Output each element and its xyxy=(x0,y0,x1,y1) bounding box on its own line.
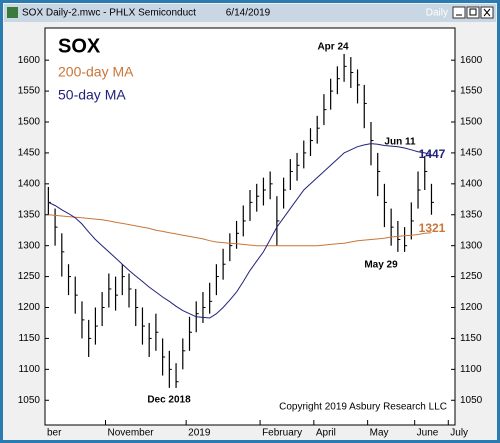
maximize-button[interactable] xyxy=(466,6,480,19)
window-title: SOX Daily-2.mwc - PHLX Semiconduct xyxy=(22,8,196,19)
y-tick-label-right: 1400 xyxy=(460,178,483,189)
y-tick-label-right: 1500 xyxy=(460,117,483,128)
y-tick-label-right: 1550 xyxy=(460,86,483,97)
annotation: 1321 xyxy=(419,221,446,235)
y-tick-label-right: 1600 xyxy=(460,55,483,66)
y-tick-label-right: 1200 xyxy=(460,302,483,313)
y-tick-label-left: 1450 xyxy=(18,148,41,159)
y-tick-label-left: 1400 xyxy=(18,178,41,189)
minimize-button[interactable] xyxy=(452,6,466,19)
y-tick-label-left: 1350 xyxy=(18,209,41,220)
y-tick-label-left: 1250 xyxy=(18,271,41,282)
moving-average-line xyxy=(48,214,432,247)
maximize-icon xyxy=(469,8,477,16)
annotation: Jun 11 xyxy=(384,137,416,148)
y-tick-label-left: 1100 xyxy=(18,364,40,375)
y-tick-label-left: 1600 xyxy=(18,55,41,66)
window-buttons[interactable] xyxy=(452,6,494,19)
x-tick-label: June xyxy=(417,428,439,439)
y-tick-label-right: 1050 xyxy=(460,395,483,406)
annotation: Apr 24 xyxy=(317,42,349,53)
x-tick-label: July xyxy=(450,428,468,439)
legend-entry: SOX xyxy=(58,35,101,57)
x-tick-label: April xyxy=(316,428,336,439)
y-tick-label-left: 1050 xyxy=(18,395,41,406)
y-tick-label-right: 1350 xyxy=(460,209,483,220)
y-tick-label-left: 1200 xyxy=(18,302,41,313)
title-bar xyxy=(4,4,496,22)
moving-average-line xyxy=(48,143,432,319)
y-tick-label-right: 1250 xyxy=(460,271,483,282)
annotation: May 29 xyxy=(364,260,398,271)
annotation: Dec 2018 xyxy=(147,395,191,406)
plot-area xyxy=(44,27,456,426)
y-tick-label-left: 1150 xyxy=(18,333,40,344)
app-icon xyxy=(7,7,18,18)
y-tick-label-right: 1450 xyxy=(460,148,483,159)
y-tick-label-left: 1550 xyxy=(18,86,41,97)
x-tick-label: May xyxy=(370,428,389,439)
window-date: 6/14/2019 xyxy=(226,8,271,19)
close-icon xyxy=(483,8,491,17)
y-tick-label-left: 1500 xyxy=(18,117,41,128)
x-tick-label: November xyxy=(107,428,154,439)
legend-entry: 50-day MA xyxy=(58,87,126,103)
legend-entry: 200-day MA xyxy=(58,64,134,80)
y-tick-label-right: 1300 xyxy=(460,240,483,251)
annotation: 1447 xyxy=(419,147,446,161)
y-tick-label-left: 1300 xyxy=(18,240,41,251)
y-tick-label-right: 1100 xyxy=(460,364,482,375)
x-tick-label: ber xyxy=(47,428,62,439)
window-mode: Daily xyxy=(426,8,448,19)
y-tick-label-right: 1150 xyxy=(460,333,482,344)
x-tick-label: February xyxy=(262,428,302,439)
annotation: Copyright 2019 Asbury Research LLC xyxy=(279,402,447,413)
x-tick-label: 2019 xyxy=(188,428,211,439)
